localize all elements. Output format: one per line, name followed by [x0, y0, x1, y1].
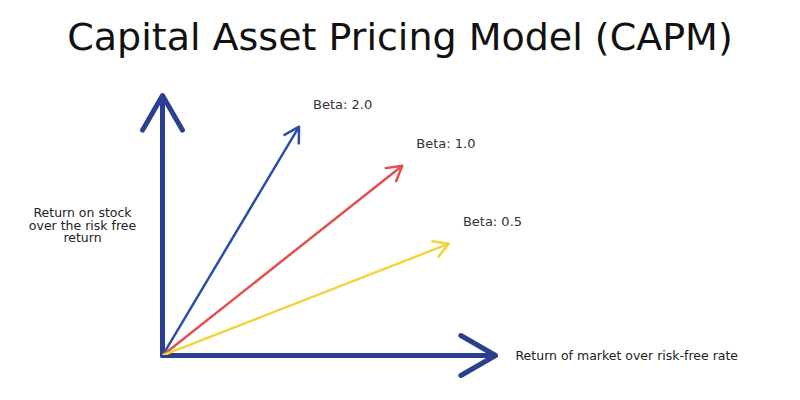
svg-text:Return of market over risk-fre: Return of market over risk-free rate	[516, 348, 739, 363]
svg-text:Beta: 2.0: Beta: 2.0	[313, 97, 372, 112]
svg-text:Beta: 0.5: Beta: 0.5	[463, 214, 522, 229]
svg-text:Beta: 1.0: Beta: 1.0	[416, 136, 475, 151]
html-text:Capital Asset Pricing Model (C: Capital Asset Pricing Model (CAPM)	[67, 15, 733, 59]
svg-text:Return on stockover the risk f: Return on stockover the risk freereturn	[29, 205, 137, 245]
